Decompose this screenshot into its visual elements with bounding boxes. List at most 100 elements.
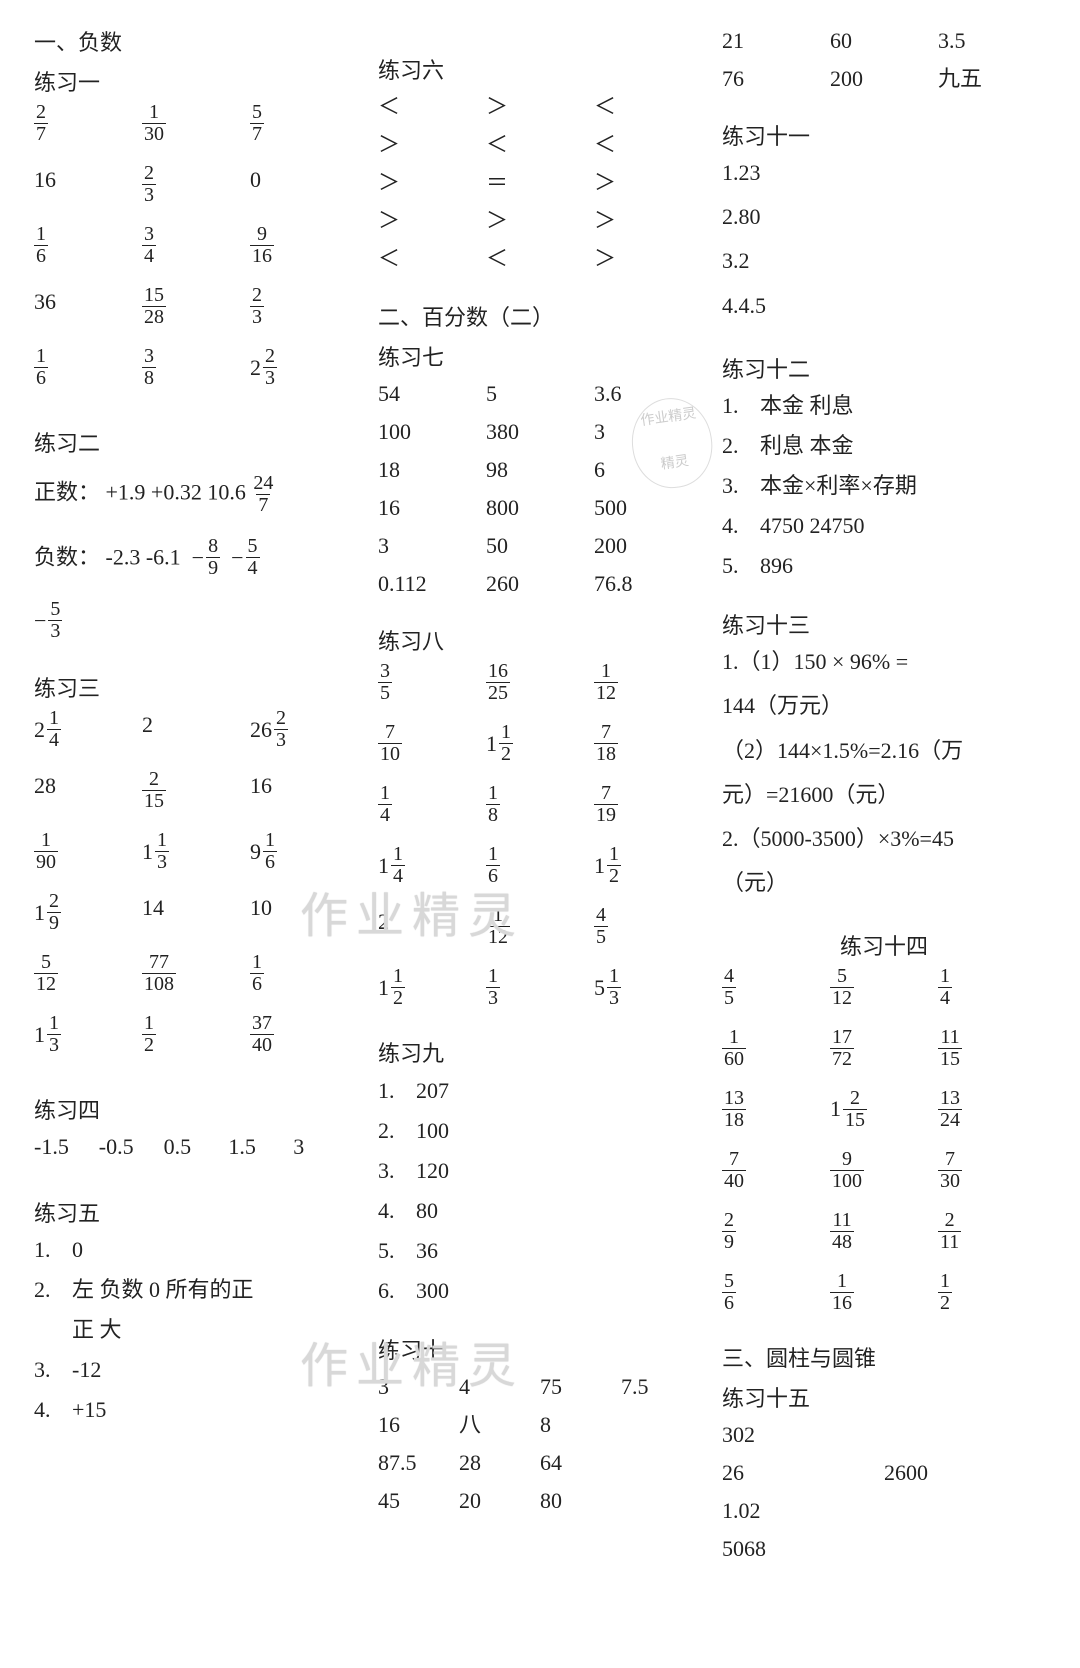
data-cell — [621, 1446, 702, 1480]
list-item: 1.本金 利息 — [722, 389, 1046, 423]
list-item: 1.0 — [34, 1233, 358, 1267]
data-cell: 9100 — [830, 1149, 938, 1192]
heading-2: 二、百分数（二） — [378, 301, 702, 335]
list-item: 1.207 — [378, 1074, 702, 1108]
ex2-neg-vals: -2.3 -6.1 — [106, 545, 181, 570]
list-item: 正 大 — [34, 1313, 358, 1347]
ex6-rows: ＜＞＜＞＜＜＞＝＞＞＞＞＜＜＞ — [378, 90, 702, 280]
data-cell: 27 — [34, 102, 142, 145]
list-item-num — [34, 1313, 62, 1347]
data-cell: 10 — [250, 891, 358, 934]
data-cell: 800 — [486, 491, 594, 525]
data-cell: 116 — [830, 1271, 938, 1314]
data-cell: ＜ — [594, 90, 702, 124]
data-row: 351625112 — [378, 661, 702, 704]
data-cell: 718 — [594, 722, 702, 765]
list-item-val: 本金 利息 — [760, 389, 854, 423]
data-row: 131812151324 — [722, 1088, 1046, 1131]
data-cell: 2 — [142, 708, 250, 751]
data-cell: 14 — [378, 783, 486, 826]
data-cell: 214 — [34, 708, 142, 751]
ex4-title: 练习四 — [34, 1094, 358, 1128]
ex3-title: 练习三 — [34, 672, 358, 706]
data-cell: 16 — [34, 224, 142, 267]
data-cell: 1148 — [830, 1210, 938, 1253]
ex7-rows: 5453.6100380318986168005003502000.112260… — [378, 377, 702, 606]
list-item: 3.-12 — [34, 1353, 358, 1387]
ex8-rows: 3516251127101127181418719114161122112451… — [378, 661, 702, 1027]
data-row: 1418719 — [378, 783, 702, 826]
data-cell: 2 — [378, 905, 486, 948]
list-item: 3.120 — [378, 1154, 702, 1188]
text-line: 1.23 — [722, 156, 1046, 190]
data-row: 211245 — [378, 905, 702, 948]
ex2-neg-extra: −53 — [34, 599, 358, 642]
data-cell: 916 — [250, 224, 358, 267]
ex3-rows: 2142262328215161901139161291410512771081… — [34, 708, 358, 1074]
data-row: 350200 — [378, 529, 702, 563]
data-cell: 3.5 — [938, 24, 1046, 58]
data-cell — [621, 1408, 702, 1442]
data-cell: 98 — [486, 453, 594, 487]
data-cell — [884, 1532, 1046, 1566]
ex2-pos-label: 正数： — [34, 480, 100, 505]
ex8-title: 练习八 — [378, 625, 702, 659]
ex15-rows: 3022626001.025068 — [722, 1418, 1046, 1570]
data-cell: 16 — [378, 491, 486, 525]
data-cell: 1625 — [486, 661, 594, 704]
data-cell: 45 — [378, 1484, 459, 1518]
ex7-title: 练习七 — [378, 341, 702, 375]
list-item-num: 4. — [722, 509, 750, 543]
text-line: （元） — [722, 866, 1046, 900]
list-item: 2.100 — [378, 1114, 702, 1148]
data-cell: 740 — [722, 1149, 830, 1192]
ex9-items: 1.2072.1003.1204.805.366.300 — [378, 1074, 702, 1315]
data-cell: 77108 — [142, 952, 250, 995]
list-item: 2.利息 本金 — [722, 429, 1046, 463]
data-row: 1.02 — [722, 1494, 1046, 1528]
data-cell: 36 — [34, 285, 142, 328]
data-cell: 200 — [594, 529, 702, 563]
data-row: 34757.5 — [378, 1370, 702, 1404]
data-cell: 7.5 — [621, 1370, 702, 1404]
data-cell: 512 — [830, 966, 938, 1009]
data-cell: ＞ — [378, 166, 486, 200]
data-cell: ＞ — [594, 204, 702, 238]
data-cell: -1.5 — [34, 1130, 99, 1164]
data-cell: 45 — [722, 966, 830, 1009]
data-cell: 190 — [34, 830, 142, 873]
ex10-title: 练习十 — [378, 1334, 702, 1368]
data-row: 11213513 — [378, 966, 702, 1009]
data-cell: 29 — [722, 1210, 830, 1253]
data-row: 5068 — [722, 1532, 1046, 1566]
data-cell: ＞ — [594, 166, 702, 200]
data-cell: 16 — [250, 952, 358, 995]
data-cell: 211 — [938, 1210, 1046, 1253]
data-cell: 56 — [722, 1271, 830, 1314]
data-cell: 18 — [378, 453, 486, 487]
ex14-title: 练习十四 — [722, 930, 1046, 964]
data-cell: ＜ — [486, 128, 594, 162]
data-row: 1638223 — [34, 346, 358, 389]
list-item-val: 896 — [760, 549, 793, 583]
ex2-neg-label: 负数： — [34, 545, 100, 570]
data-cell: 112 — [594, 661, 702, 704]
data-row: 36152823 — [34, 285, 358, 328]
data-row: 5453.6 — [378, 377, 702, 411]
data-cell: 513 — [594, 966, 702, 1009]
data-cell: 0.5 — [164, 1130, 229, 1164]
data-cell: 3 — [594, 415, 702, 449]
data-cell: 223 — [250, 346, 358, 389]
data-row: 11416112 — [378, 844, 702, 887]
data-cell: 八 — [459, 1408, 540, 1442]
data-cell: 38 — [142, 346, 250, 389]
list-item-num: 5. — [722, 549, 750, 583]
data-cell: 1318 — [722, 1088, 830, 1131]
list-item-num: 2. — [378, 1114, 406, 1148]
data-row: 16八8 — [378, 1408, 702, 1442]
data-row: 21603.5 — [722, 24, 1046, 58]
ex1-title: 练习一 — [34, 66, 358, 100]
data-cell: 302 — [722, 1418, 884, 1452]
data-cell: 0.112 — [378, 567, 486, 601]
data-cell: 18 — [486, 783, 594, 826]
